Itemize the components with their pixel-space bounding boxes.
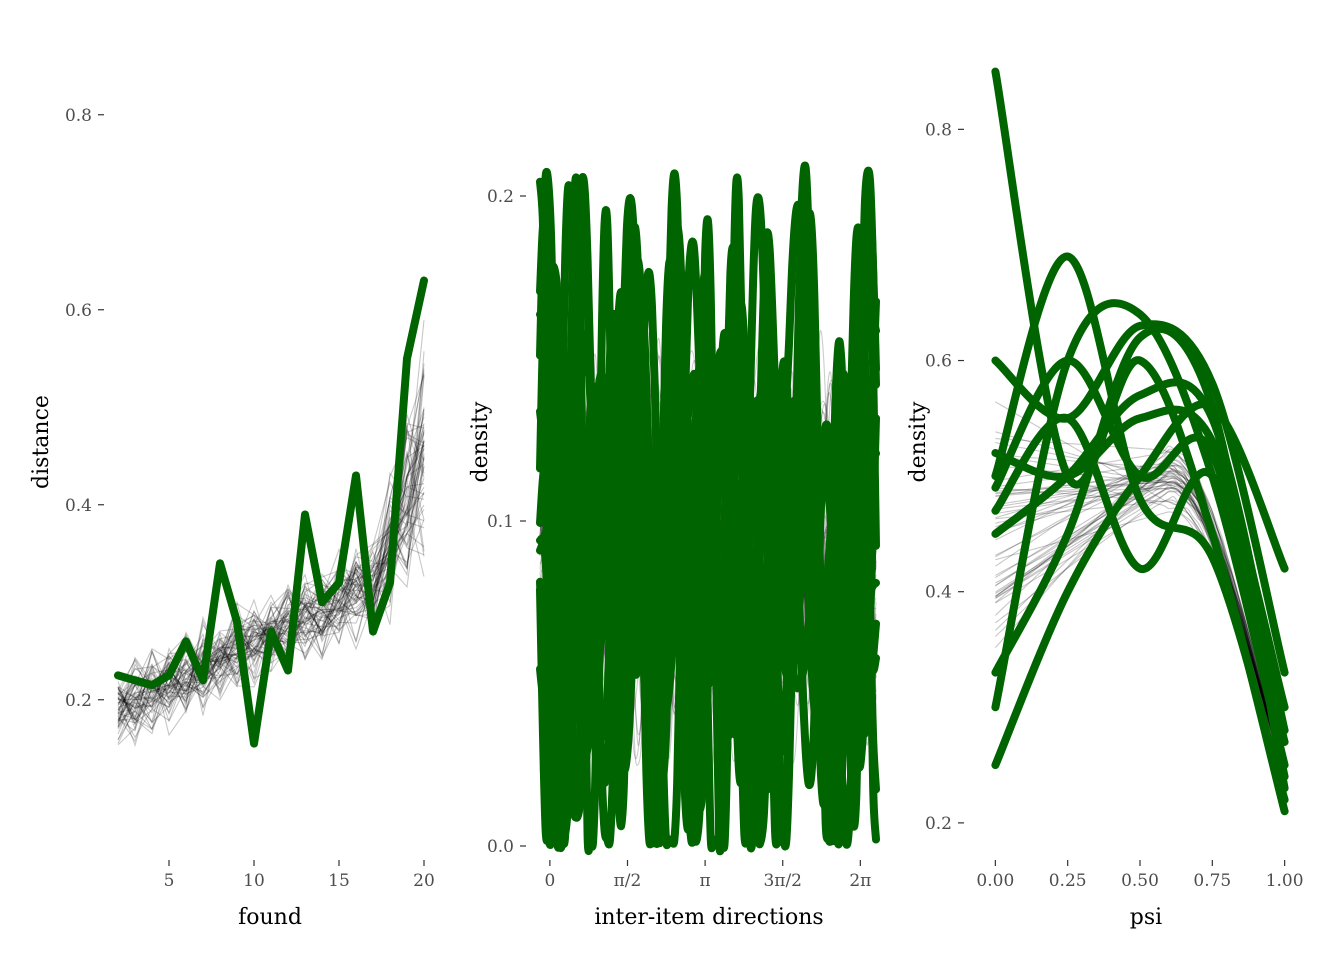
observed-line [991, 356, 1289, 781]
simulated-line [117, 436, 425, 714]
x-tick-label: 1.00 [1266, 871, 1304, 891]
y-tick-label: 0.4 [65, 496, 92, 516]
y-axis-title: density [906, 401, 931, 482]
simulated-line [117, 453, 425, 715]
observed-line [536, 181, 880, 853]
y-tick-label: 0.1 [487, 512, 514, 532]
observed-lines-group [991, 67, 1289, 816]
y-axis-title: density [468, 401, 493, 482]
x-axis-title: inter-item directions [594, 905, 823, 930]
x-tick-label: 5 [164, 871, 175, 891]
x-tick-label: 0.75 [1193, 871, 1231, 891]
x-tick-label: 15 [328, 871, 350, 891]
simulated-line [995, 467, 1286, 778]
observed-line [991, 252, 1289, 804]
x-tick-label: π [700, 871, 711, 891]
y-tick-label: 0.2 [925, 814, 952, 834]
panel-psi-density: 0.2 0.4 0.6 0.8 0.00 0.25 0.50 0.75 1.00 psi den… [906, 67, 1304, 930]
panel-inter-item-directions: 0.0 0.1 0.2 0 π/2 π 3π/2 2π inter-item directio… [468, 161, 880, 930]
y-tick-label: 0.0 [487, 837, 514, 857]
simulated-line [117, 409, 425, 716]
x-tick-label: 0 [544, 871, 555, 891]
y-tick-label: 0.6 [925, 352, 952, 372]
y-tick-label: 0.8 [65, 106, 92, 126]
x-tick-label: 2π [849, 871, 871, 891]
observed-lines-group [114, 276, 428, 748]
simulated-line [117, 375, 425, 705]
x-tick-label: 3π/2 [763, 871, 802, 891]
simulated-line [995, 451, 1286, 777]
x-tick-label: π/2 [614, 871, 642, 891]
y-tick-label: 0.4 [925, 583, 952, 603]
simulated-line [117, 455, 425, 737]
x-axis-title: psi [1130, 905, 1162, 930]
x-tick-label: 0.25 [1049, 871, 1087, 891]
x-tick-label: 0.50 [1121, 871, 1159, 891]
simulated-line [117, 371, 425, 718]
simulated-line [117, 486, 425, 732]
simulated-line [995, 465, 1286, 777]
simulated-line [117, 368, 425, 706]
observed-line [114, 276, 428, 748]
y-tick-label: 0.8 [925, 120, 952, 140]
simulated-line [117, 351, 425, 714]
simulated-line [995, 462, 1286, 778]
observed-line [991, 378, 1289, 735]
tick-group: 0.2 0.4 0.6 0.8 0.00 0.25 0.50 0.75 1.00 [925, 120, 1304, 891]
y-axis-title: distance [29, 395, 54, 489]
panel-distance-by-found: 0.2 0.4 0.6 0.8 5 10 15 20 found distance [29, 106, 435, 930]
y-tick-label: 0.2 [487, 187, 514, 207]
simulated-line [995, 468, 1286, 778]
simulated-line [117, 430, 425, 709]
y-tick-label: 0.6 [65, 301, 92, 321]
x-tick-label: 0.00 [976, 871, 1014, 891]
x-tick-label: 20 [413, 871, 435, 891]
simulated-line [994, 453, 1286, 779]
simulated-line [117, 433, 425, 743]
x-axis-title: found [238, 905, 302, 930]
simulated-line [117, 445, 425, 722]
x-tick-label: 10 [243, 871, 265, 891]
tick-group: 0.0 0.1 0.2 0 π/2 π 3π/2 2π [487, 187, 871, 891]
observed-lines-group [536, 161, 880, 856]
simulated-line [995, 459, 1286, 778]
tick-group: 0.2 0.4 0.6 0.8 5 10 15 20 [65, 106, 435, 891]
simulated-line [117, 483, 425, 726]
simulated-line [117, 503, 425, 708]
simulated-line [117, 363, 425, 744]
simulated-line [117, 448, 425, 739]
y-tick-label: 0.2 [65, 691, 92, 711]
simulated-line [995, 445, 1286, 778]
simulated-line [995, 466, 1286, 778]
